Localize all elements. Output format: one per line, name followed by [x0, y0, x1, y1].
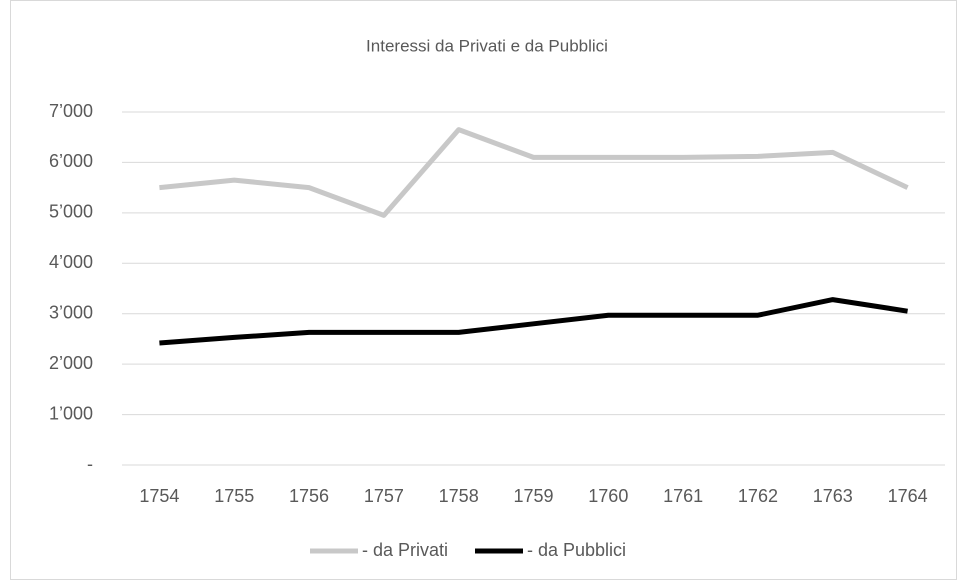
- y-tick-label: 5’000: [49, 202, 93, 222]
- chart-title: Interessi da Privati e da Pubblici: [366, 36, 608, 55]
- x-tick-label: 1755: [214, 486, 254, 506]
- y-tick-label: 2’000: [49, 353, 93, 373]
- x-tick-label: 1762: [738, 486, 778, 506]
- y-tick-label: 7’000: [49, 101, 93, 121]
- y-tick-label: -: [87, 454, 93, 474]
- x-tick-label: 1757: [364, 486, 404, 506]
- x-tick-label: 1758: [439, 486, 479, 506]
- y-tick-label: 6’000: [49, 151, 93, 171]
- x-tick-label: 1764: [888, 486, 928, 506]
- chart-border: [10, 0, 957, 580]
- x-tick-label: 1760: [588, 486, 628, 506]
- x-tick-label: 1754: [139, 486, 179, 506]
- y-tick-label: 3’000: [49, 302, 93, 322]
- legend-label: - da Privati: [362, 540, 448, 560]
- x-tick-label: 1763: [813, 486, 853, 506]
- x-tick-label: 1756: [289, 486, 329, 506]
- x-tick-label: 1761: [663, 486, 703, 506]
- y-tick-label: 1’000: [49, 403, 93, 423]
- x-tick-label: 1759: [513, 486, 553, 506]
- series-line: [159, 127, 909, 218]
- legend-label: - da Pubblici: [527, 540, 626, 560]
- y-tick-label: 4’000: [49, 252, 93, 272]
- series-line: [159, 297, 908, 346]
